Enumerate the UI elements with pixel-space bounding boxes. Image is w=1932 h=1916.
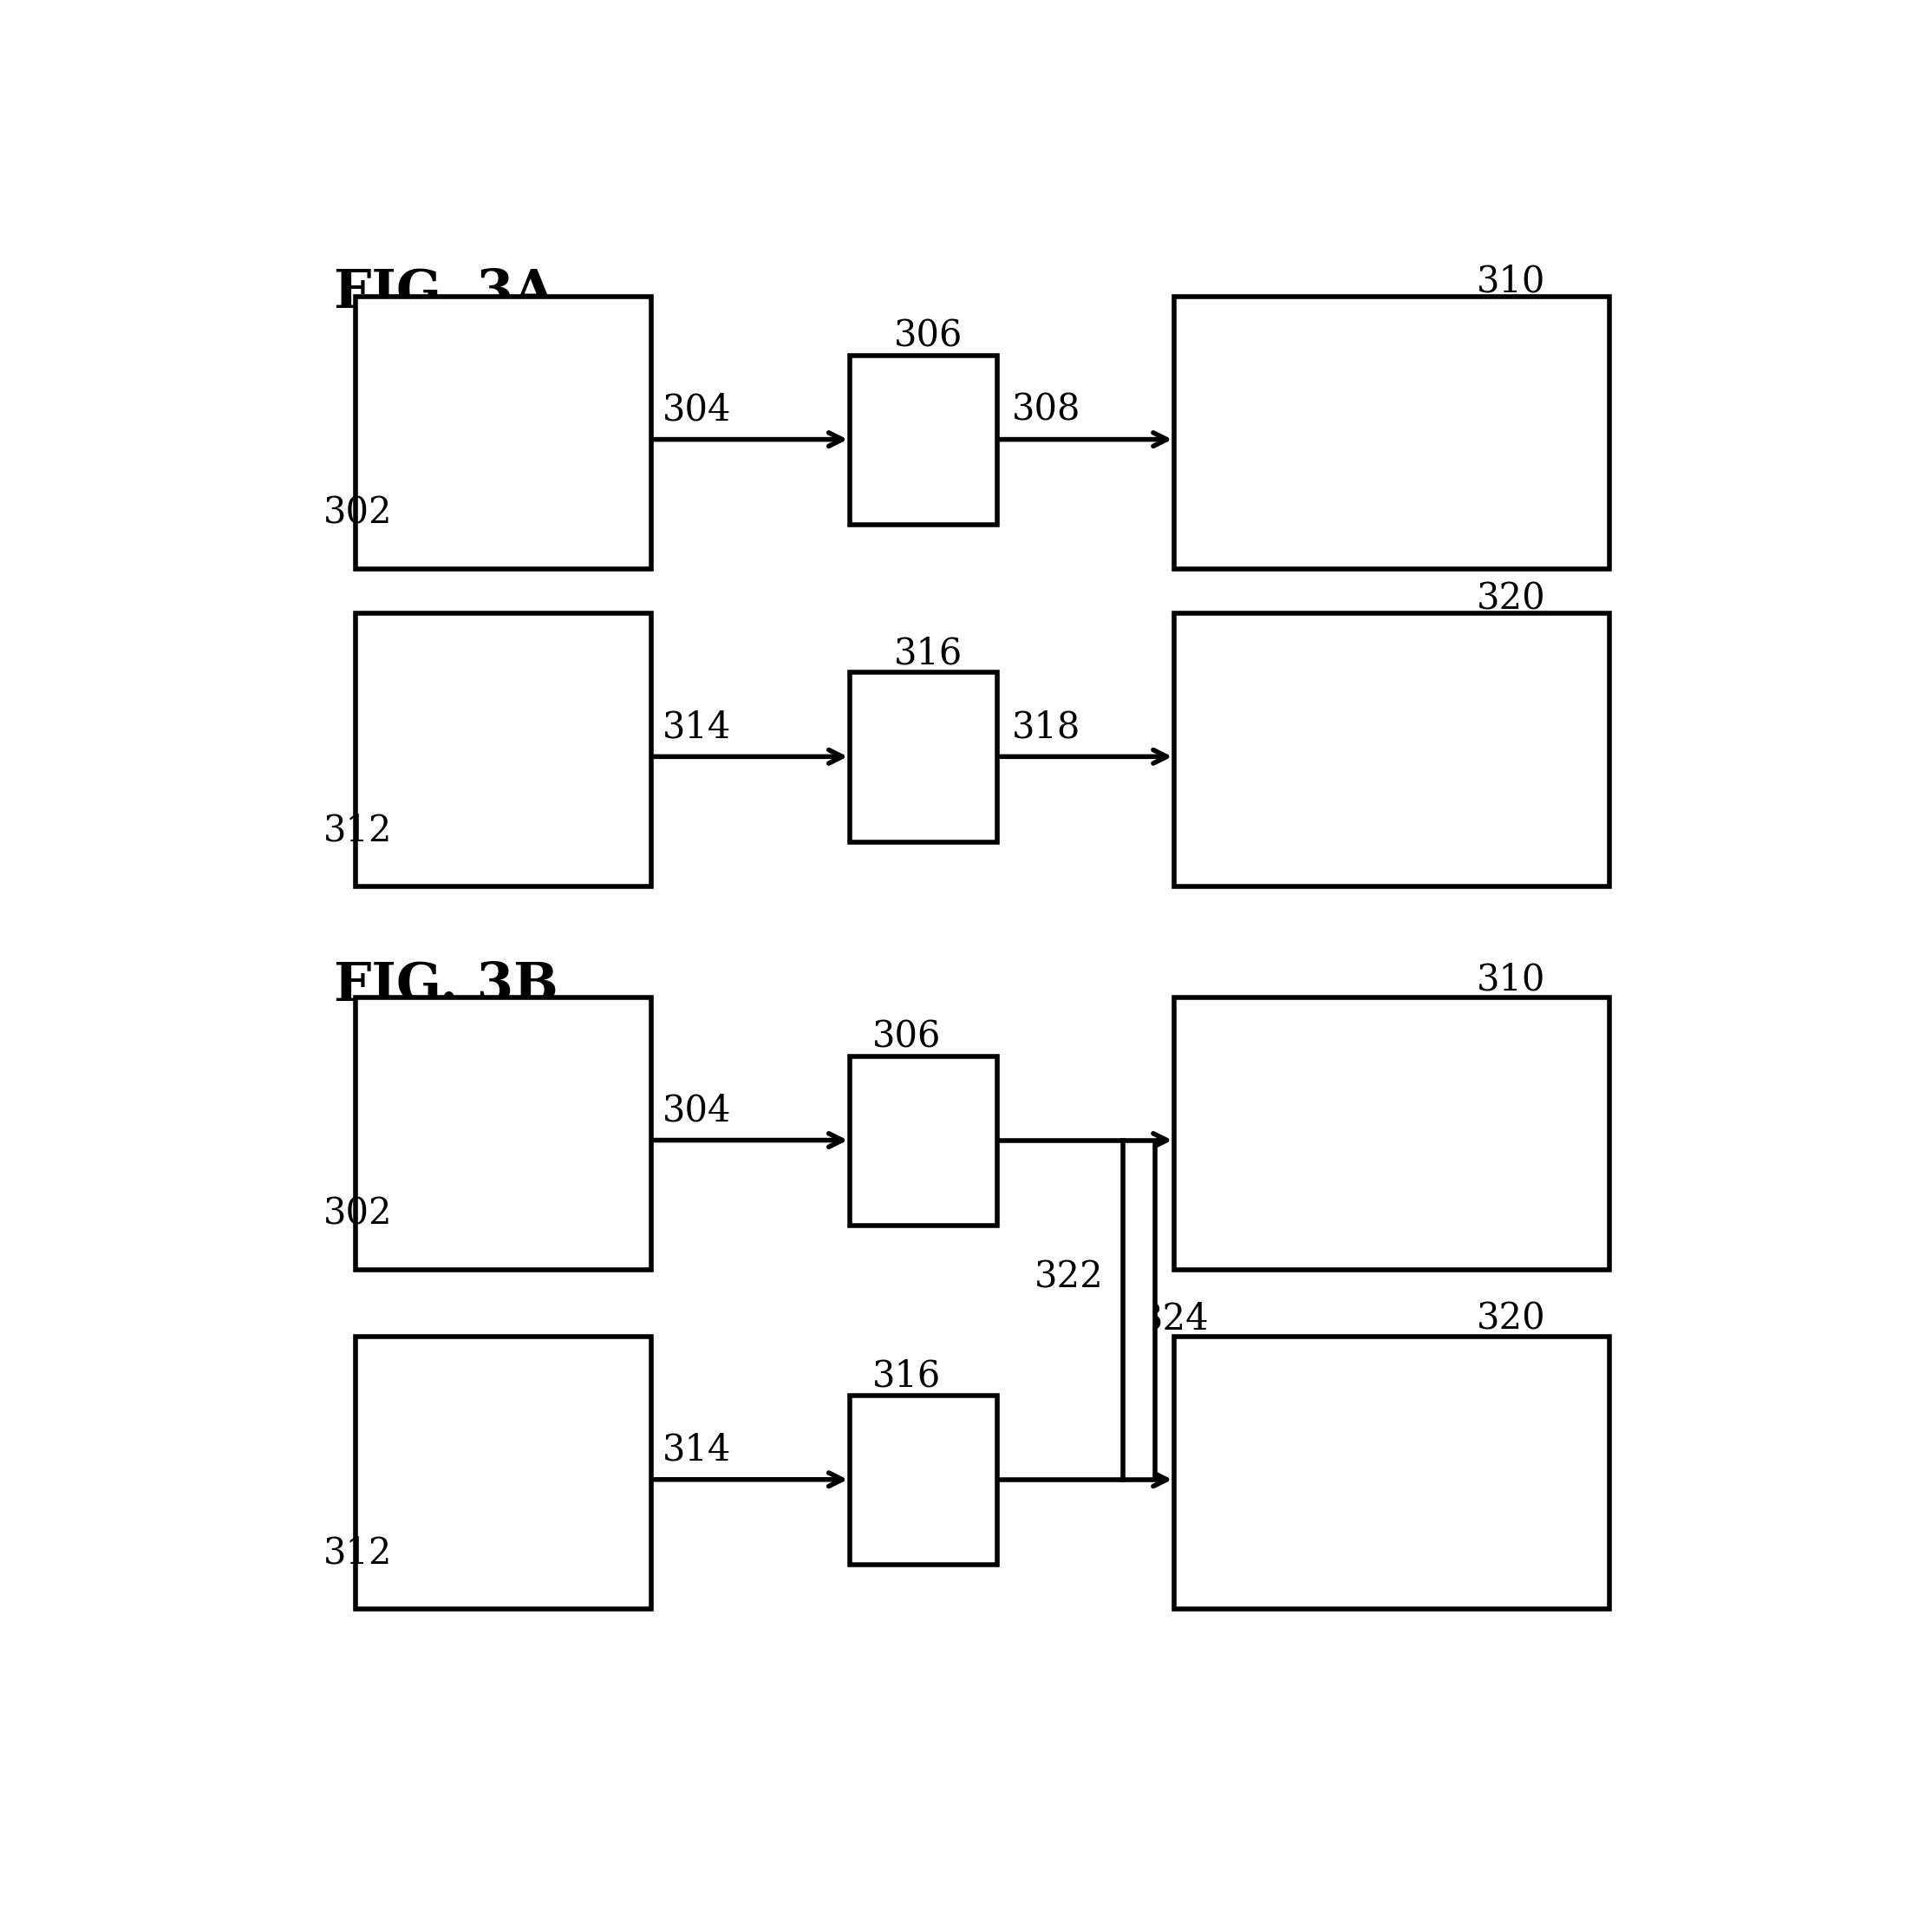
Text: 308: 308 bbox=[1012, 391, 1082, 427]
Text: 302: 302 bbox=[323, 1196, 392, 1232]
Text: 324: 324 bbox=[1140, 1301, 1209, 1337]
Text: 314: 314 bbox=[663, 1431, 732, 1468]
Text: 322: 322 bbox=[1034, 1259, 1103, 1295]
Text: 306: 306 bbox=[895, 318, 964, 354]
Text: 320: 320 bbox=[1476, 1301, 1546, 1337]
Text: 312: 312 bbox=[323, 812, 392, 849]
Text: 316: 316 bbox=[895, 634, 962, 671]
Bar bbox=[355, 996, 651, 1270]
Text: 302: 302 bbox=[323, 494, 392, 531]
Bar bbox=[355, 1337, 651, 1609]
Bar bbox=[850, 1395, 997, 1565]
Bar bbox=[850, 1056, 997, 1226]
Bar bbox=[1175, 297, 1609, 569]
Bar bbox=[1175, 613, 1609, 887]
Text: 310: 310 bbox=[1476, 962, 1546, 998]
Bar bbox=[1122, 1140, 1155, 1479]
Bar bbox=[850, 354, 997, 525]
Text: 320: 320 bbox=[1476, 581, 1546, 617]
Text: 316: 316 bbox=[871, 1358, 941, 1395]
Text: 310: 310 bbox=[1476, 262, 1546, 299]
Text: 304: 304 bbox=[663, 1092, 732, 1129]
Bar bbox=[355, 613, 651, 887]
Bar bbox=[1175, 1337, 1609, 1609]
Bar bbox=[1175, 996, 1609, 1270]
Text: FIG. 3B: FIG. 3B bbox=[334, 960, 558, 1012]
Text: 314: 314 bbox=[663, 709, 732, 745]
Text: 318: 318 bbox=[1012, 709, 1082, 745]
Text: 306: 306 bbox=[871, 1019, 941, 1056]
Text: FIG. 3A: FIG. 3A bbox=[334, 266, 554, 318]
Bar bbox=[355, 297, 651, 569]
Text: 304: 304 bbox=[663, 391, 732, 427]
Bar bbox=[850, 673, 997, 843]
Text: 312: 312 bbox=[323, 1535, 392, 1571]
